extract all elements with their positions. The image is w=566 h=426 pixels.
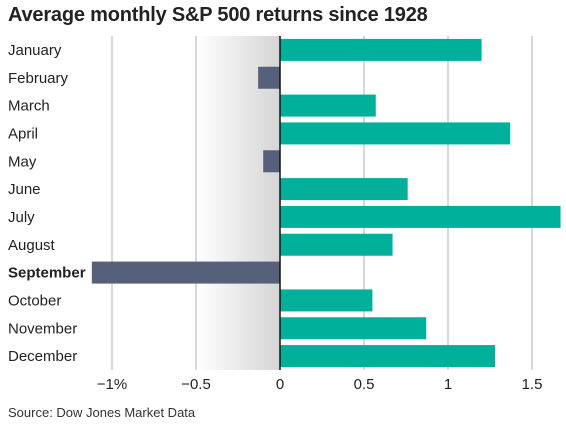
category-label-february: February [8,70,69,87]
bar-september [91,261,280,284]
bar-august [280,233,393,256]
x-tick-label: −1% [97,376,127,393]
bar-january [280,38,482,61]
negative-region-shading [196,36,280,370]
bar-december [280,345,496,368]
category-label-november: November [8,320,77,337]
x-tick-label: 0.5 [354,376,375,393]
bar-june [280,178,408,201]
chart-title: Average monthly S&P 500 returns since 19… [8,4,428,26]
category-label-march: March [8,98,50,115]
category-label-may: May [8,153,37,170]
x-tick-label: −0.5 [181,376,211,393]
bar-may [263,150,280,173]
category-label-june: June [8,181,41,198]
category-label-september: September [8,265,86,282]
x-tick-label: 1 [444,376,452,393]
category-label-january: January [8,42,62,59]
bar-november [280,317,427,340]
category-label-april: April [8,125,38,142]
category-label-august: August [8,237,56,254]
bar-february [258,66,280,89]
category-label-december: December [8,348,77,365]
category-label-october: October [8,292,61,309]
x-tick-label: 1.5 [522,376,543,393]
category-label-july: July [8,209,35,226]
bar-march [280,94,376,117]
bar-october [280,289,373,312]
bar-july [280,205,561,228]
bar-april [280,122,511,145]
x-tick-label: 0 [276,376,284,393]
source-note: Source: Dow Jones Market Data [8,405,196,420]
